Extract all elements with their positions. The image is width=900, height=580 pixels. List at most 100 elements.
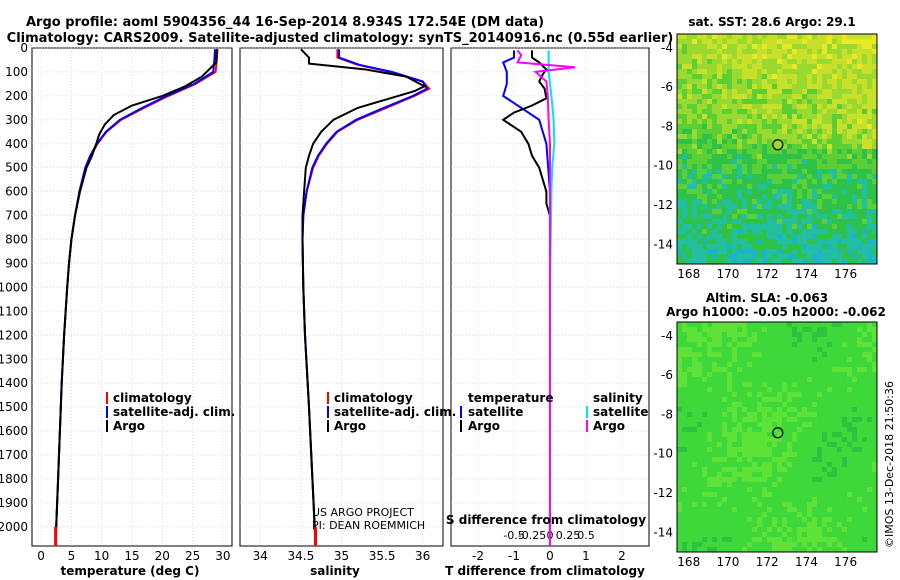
map-cell (777, 357, 782, 362)
map-cell (702, 229, 707, 234)
map-cell (812, 462, 817, 467)
map-cell (727, 249, 732, 254)
map-cell (802, 174, 807, 179)
map-cell (737, 164, 742, 169)
map-cell (727, 49, 732, 54)
map-cell (747, 502, 752, 507)
map-cell (752, 392, 757, 397)
map-cell (872, 507, 877, 512)
map-cell (872, 174, 877, 179)
map-cell (862, 104, 867, 109)
map-cell (832, 154, 837, 159)
map-cell (767, 114, 772, 119)
map-cell (697, 184, 702, 189)
map-cell (682, 427, 687, 432)
map-cell (797, 347, 802, 352)
map-cell (727, 34, 732, 39)
map-cell (772, 214, 777, 219)
map-cell (797, 507, 802, 512)
map-cell (737, 54, 742, 59)
map-cell (737, 462, 742, 467)
map-cell (842, 432, 847, 437)
map-cell (742, 327, 747, 332)
map-cell (682, 74, 687, 79)
map-cell (732, 164, 737, 169)
map-cell (712, 244, 717, 249)
map-cell (777, 352, 782, 357)
map-cell (687, 164, 692, 169)
map-cell (797, 332, 802, 337)
map-cell (807, 134, 812, 139)
map-cell (707, 249, 712, 254)
map-cell (817, 547, 822, 552)
map-cell (857, 44, 862, 49)
map-cell (782, 467, 787, 472)
map-cell (697, 129, 702, 134)
map-cell (692, 467, 697, 472)
map-cell (872, 179, 877, 184)
map-cell (732, 477, 737, 482)
map-cell (767, 79, 772, 84)
map-cell (817, 422, 822, 427)
map-cell (747, 417, 752, 422)
map-cell (832, 382, 837, 387)
map-cell (847, 407, 852, 412)
map-cell (762, 412, 767, 417)
map-cell (792, 497, 797, 502)
map-cell (867, 417, 872, 422)
map-cell (752, 74, 757, 79)
map-cell (737, 362, 742, 367)
map-cell (742, 547, 747, 552)
map-cell (827, 502, 832, 507)
series-line-satellite-adj-clim- (54, 49, 216, 547)
map-cell (787, 84, 792, 89)
map-cell (692, 204, 697, 209)
map-cell (697, 149, 702, 154)
map-cell (682, 214, 687, 219)
map-cell (782, 532, 787, 537)
map-cell (732, 357, 737, 362)
map-cell (852, 477, 857, 482)
map-cell (737, 39, 742, 44)
map-cell (802, 89, 807, 94)
map-cell (842, 164, 847, 169)
map-cell (712, 39, 717, 44)
map-cell (747, 407, 752, 412)
map-cell (707, 94, 712, 99)
map-cell (792, 94, 797, 99)
map-cell (752, 432, 757, 437)
map-cell (837, 372, 842, 377)
map-cell (807, 427, 812, 432)
map-cell (787, 194, 792, 199)
map-cell (802, 154, 807, 159)
map-cell (802, 74, 807, 79)
map-cell (697, 224, 702, 229)
map-cell (697, 432, 702, 437)
map-cell (727, 159, 732, 164)
map-cell (752, 199, 757, 204)
map-cell (677, 377, 682, 382)
map-cell (782, 54, 787, 59)
map-cell (792, 407, 797, 412)
map-cell (847, 327, 852, 332)
map-cell (792, 89, 797, 94)
map-cell (782, 362, 787, 367)
map-cell (852, 99, 857, 104)
map-cell (797, 214, 802, 219)
map-cell (757, 94, 762, 99)
map-cell (797, 169, 802, 174)
map-cell (687, 452, 692, 457)
map-cell (692, 322, 697, 327)
map-cell (802, 149, 807, 154)
map-cell (747, 179, 752, 184)
map-cell (807, 234, 812, 239)
map-cell (767, 179, 772, 184)
map-cell (712, 377, 717, 382)
map-cell (712, 397, 717, 402)
map-cell (697, 507, 702, 512)
map-cell (797, 49, 802, 54)
map-cell (727, 149, 732, 154)
map-cell (697, 124, 702, 129)
map-cell (697, 219, 702, 224)
map-cell (867, 362, 872, 367)
